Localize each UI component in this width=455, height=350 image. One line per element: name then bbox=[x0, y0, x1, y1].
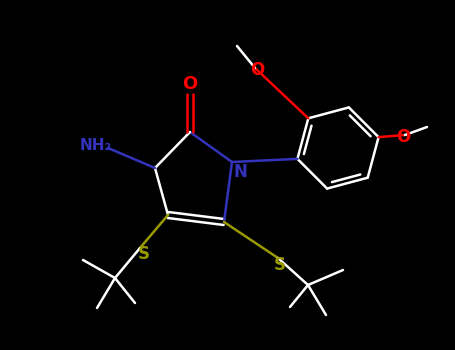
Text: N: N bbox=[233, 163, 247, 181]
Text: S: S bbox=[274, 256, 286, 274]
Text: S: S bbox=[138, 245, 150, 263]
Text: O: O bbox=[182, 75, 197, 93]
Text: NH₂: NH₂ bbox=[80, 139, 112, 154]
Text: O: O bbox=[396, 128, 410, 146]
Text: O: O bbox=[250, 61, 264, 79]
